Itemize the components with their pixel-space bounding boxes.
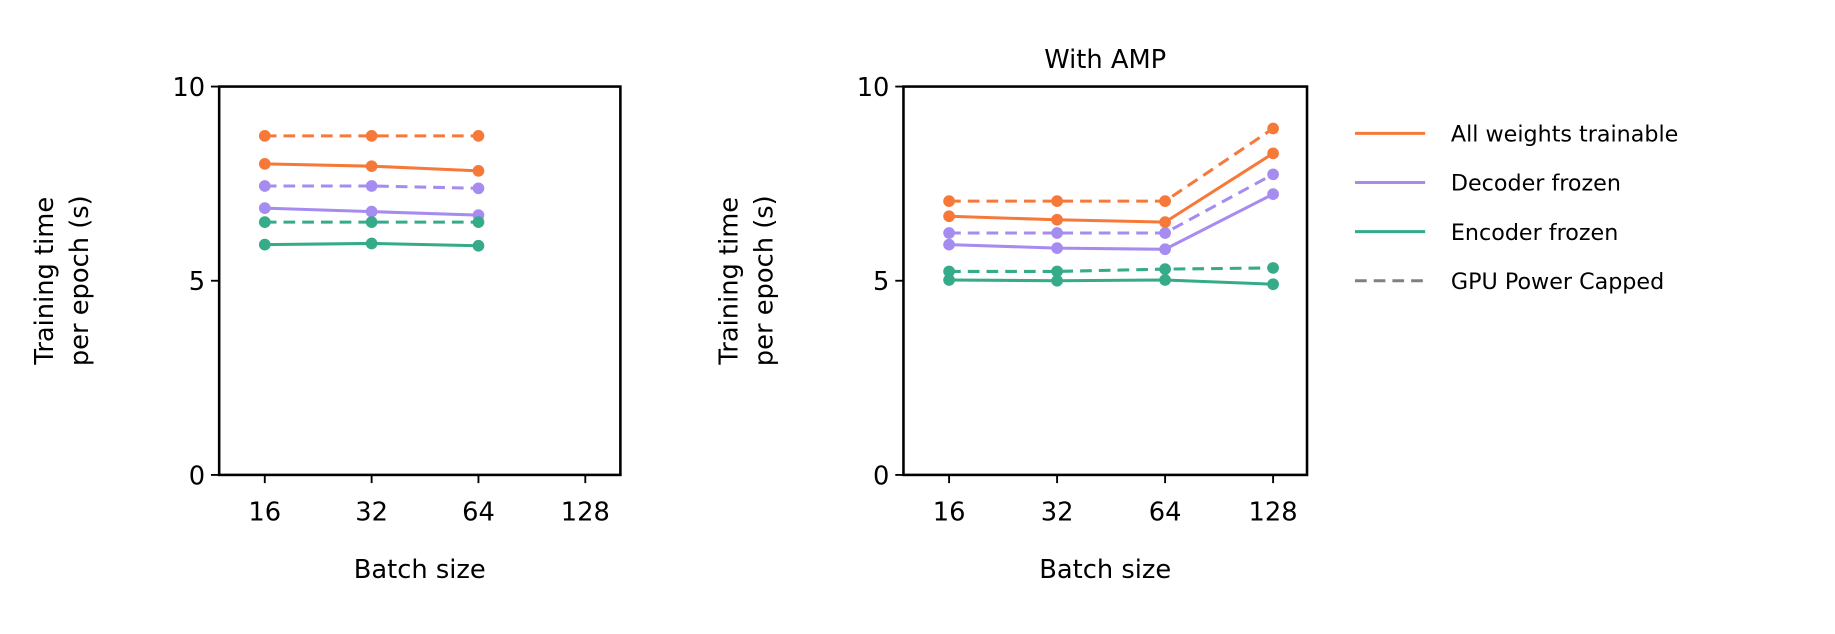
data-point: [472, 216, 485, 228]
data-point: [1159, 243, 1171, 256]
data-point: [943, 238, 955, 251]
legend: All weights trainable Decoder frozen Encod…: [1354, 122, 1678, 295]
x-tick-label: 128: [1249, 498, 1298, 528]
data-point: [472, 130, 485, 142]
y-tick-label: 5: [189, 267, 205, 297]
y-tick-label: 0: [873, 461, 889, 491]
y-axis-label: Training time: [714, 197, 744, 366]
data-point: [1051, 274, 1063, 287]
x-tick-label: 64: [462, 498, 495, 528]
data-point: [258, 238, 271, 251]
data-point: [365, 237, 378, 250]
data-point: [943, 210, 955, 223]
x-axis-label: Batch size: [1039, 555, 1171, 585]
data-point: [365, 180, 378, 192]
y-axis-label: per epoch (s): [749, 195, 779, 366]
x-tick-label: 16: [933, 498, 966, 528]
data-point: [365, 205, 378, 218]
data-point: [1051, 227, 1063, 239]
x-tick-label: 32: [355, 498, 388, 528]
data-point: [943, 265, 955, 278]
x-tick-label: 32: [1041, 498, 1074, 528]
chart-panel-2: 0 5 10 16 32 64 128 Batch size Training time per …: [714, 45, 1309, 585]
series-line-dec-solid: [949, 192, 1274, 251]
legend-label-dec: Decoder frozen: [1451, 171, 1621, 197]
data-point: [1051, 195, 1063, 207]
chart-panel-1: 0 5 10 16 32 64 128 Batch size Training time per …: [30, 73, 622, 585]
data-point: [1267, 122, 1279, 135]
data-point: [1267, 262, 1279, 274]
series-line-enc-solid: [949, 278, 1274, 286]
data-point: [472, 239, 485, 252]
series-line-all-dashed: [949, 127, 1274, 203]
data-point: [1159, 263, 1171, 275]
legend-label-all: All weights trainable: [1451, 122, 1678, 148]
legend-label-enc: Encoder frozen: [1451, 220, 1618, 246]
data-point: [258, 157, 271, 170]
data-point: [258, 180, 271, 192]
series-line-enc-dashed: [949, 266, 1274, 273]
y-tick-label: 10: [172, 73, 205, 103]
series-line-all-solid: [949, 152, 1274, 224]
chart-title: With AMP: [1044, 45, 1166, 75]
data-point: [1267, 168, 1279, 181]
data-point: [943, 274, 955, 286]
y-tick-label: 5: [873, 267, 889, 297]
y-axis-label: Training time: [30, 197, 60, 366]
y-tick-label: 10: [857, 73, 890, 103]
y-tick-label: 0: [189, 461, 205, 491]
data-point: [1159, 216, 1171, 228]
legend-label-gpu: GPU Power Capped: [1451, 269, 1664, 295]
data-point: [472, 182, 485, 195]
data-point: [943, 227, 955, 239]
data-point: [1159, 227, 1171, 239]
data-point: [258, 216, 271, 228]
data-point: [1159, 195, 1171, 207]
data-point: [365, 160, 378, 173]
data-point: [943, 195, 955, 207]
series-line-dec-dashed: [264, 184, 479, 190]
data-point: [1267, 188, 1279, 200]
x-tick-label: 128: [561, 498, 610, 528]
data-point: [472, 164, 485, 177]
data-point: [1267, 278, 1279, 291]
data-point: [1051, 213, 1063, 226]
data-point: [258, 130, 271, 142]
data-point: [1159, 274, 1171, 286]
data-point: [365, 216, 378, 228]
data-point: [1051, 242, 1063, 254]
data-point: [258, 202, 271, 214]
x-axis-label: Batch size: [354, 555, 486, 585]
x-tick-label: 16: [248, 498, 281, 528]
y-axis-label: per epoch (s): [65, 195, 95, 366]
data-point: [1267, 147, 1279, 160]
data-point: [1051, 265, 1063, 278]
data-point: [365, 130, 378, 142]
x-tick-label: 64: [1149, 498, 1182, 528]
axes-frame: [217, 85, 622, 477]
